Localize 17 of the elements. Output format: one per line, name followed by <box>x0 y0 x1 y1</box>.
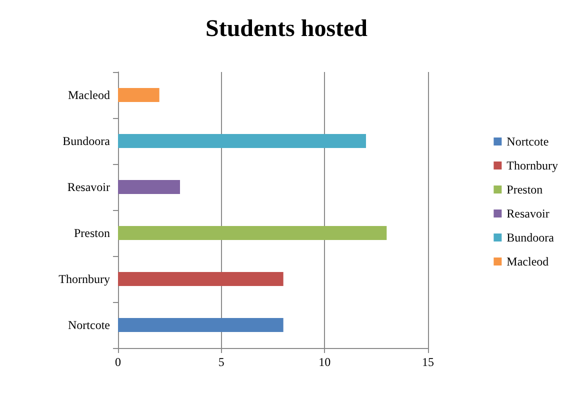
y-tick-label: Preston <box>74 226 110 240</box>
x-tick-label: 15 <box>422 355 434 369</box>
legend-label: Preston <box>506 182 543 196</box>
y-tick-label: Macleod <box>68 88 110 102</box>
x-tick-label: 0 <box>115 355 121 369</box>
y-tick-label: Thornbury <box>58 272 110 286</box>
legend-label: Macleod <box>506 254 549 268</box>
legend-label: Resavoir <box>506 206 550 220</box>
y-tick-label: Nortcote <box>68 318 110 332</box>
legend-label: Bundoora <box>506 230 555 244</box>
x-tick-label: 5 <box>218 355 224 369</box>
y-tick-label: Resavoir <box>67 180 110 194</box>
chart-title: Students hosted <box>205 16 368 42</box>
legend-label: Thornbury <box>506 158 558 172</box>
y-tick-label: Bundoora <box>62 134 111 148</box>
x-tick-label: 10 <box>318 355 331 369</box>
legend-label: Nortcote <box>506 134 549 148</box>
